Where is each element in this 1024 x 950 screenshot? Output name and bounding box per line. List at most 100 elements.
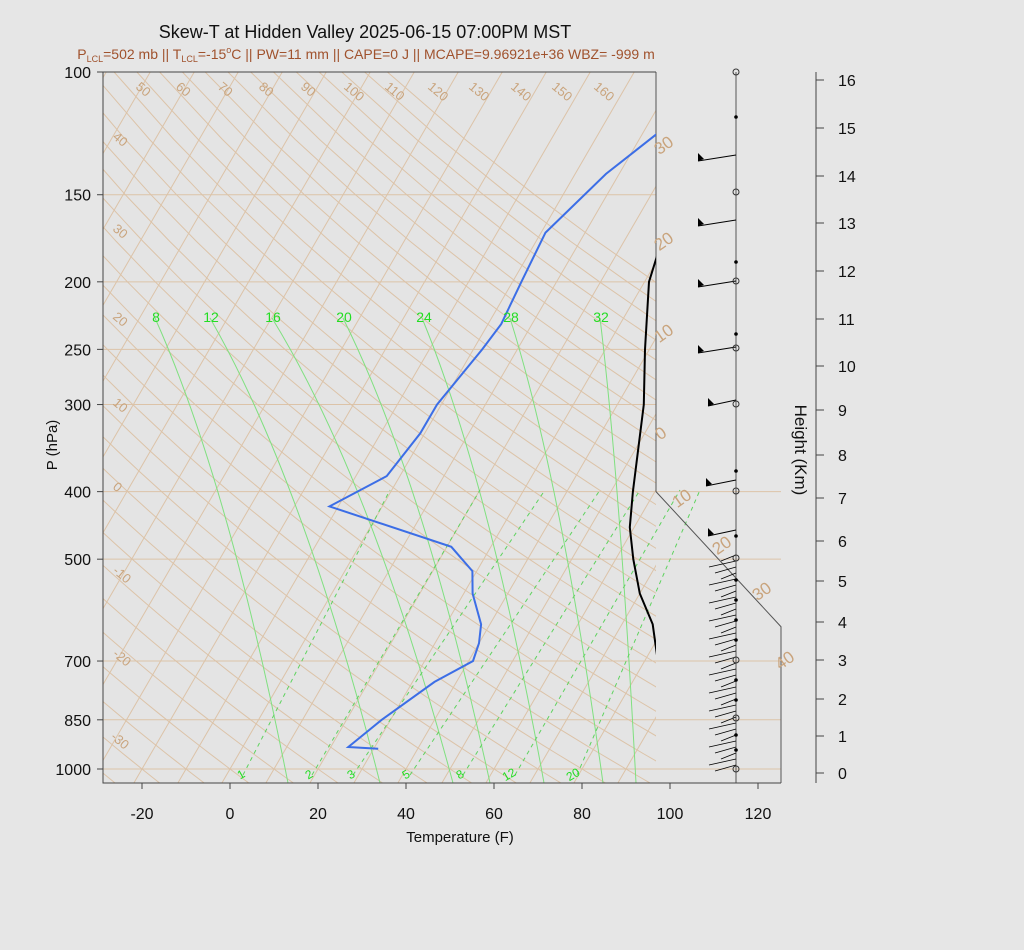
wind-panel-label: 10 bbox=[669, 485, 695, 511]
wind-barb bbox=[697, 219, 737, 227]
isotherm-line bbox=[969, 72, 1024, 784]
moist-adiabat-label: 20 bbox=[336, 309, 352, 325]
wind-barb bbox=[720, 662, 737, 670]
subtitle-lcl-p-label: P bbox=[77, 46, 86, 62]
y-tick-label: 400 bbox=[64, 485, 91, 502]
height-marker-circle bbox=[732, 487, 740, 495]
isotherm-line bbox=[441, 412, 656, 783]
isotherm-line bbox=[309, 185, 656, 783]
wind-barb bbox=[714, 710, 737, 718]
moist-adiabat-line bbox=[209, 317, 381, 783]
wind-barb bbox=[697, 154, 737, 162]
height-tick-label: 16 bbox=[838, 73, 856, 90]
wind-barb bbox=[720, 572, 737, 580]
dry-adiabat-line bbox=[103, 467, 518, 783]
y-axis-label: P (hPa) bbox=[44, 420, 61, 471]
wind-barb bbox=[720, 590, 737, 598]
wind-barb bbox=[708, 686, 737, 694]
dry-adiabat-line bbox=[103, 140, 656, 594]
moist-adiabat-label: 28 bbox=[503, 309, 519, 325]
dry-adiabat-line bbox=[103, 112, 656, 572]
wind-barb bbox=[720, 698, 737, 706]
y-tick-label: 300 bbox=[64, 398, 91, 415]
wind-barb bbox=[697, 280, 737, 288]
chart-title: Skew-T at Hidden Valley 2025-06-15 07:00… bbox=[159, 22, 572, 42]
isotherm-line bbox=[103, 72, 415, 610]
dry-adiabat-line bbox=[103, 631, 295, 783]
wind-barb-flag bbox=[708, 528, 714, 536]
wind-barb bbox=[708, 650, 737, 658]
wind-barb bbox=[708, 668, 737, 676]
wind-barb bbox=[707, 399, 737, 407]
height-marker-dot bbox=[734, 733, 738, 737]
subtitle-lcl-p-value: =502 mb || T bbox=[103, 46, 182, 62]
height-tick-label: 1 bbox=[838, 729, 847, 746]
mixing-ratio-line bbox=[352, 489, 546, 776]
wind-panel-border bbox=[655, 72, 782, 783]
temperature-profile-line bbox=[628, 255, 656, 656]
height-tick-label: 11 bbox=[838, 312, 855, 329]
y-tick-label: 500 bbox=[64, 552, 91, 569]
wind-barb bbox=[707, 529, 737, 537]
wind-panel-outline bbox=[655, 72, 782, 783]
dry-adiabat-line bbox=[103, 597, 339, 783]
x-tick-label: 120 bbox=[745, 806, 772, 823]
subtitle-lcl-p-sub: LCL bbox=[87, 54, 104, 64]
height-marker-dot bbox=[734, 534, 738, 538]
wind-barb-flag bbox=[698, 218, 704, 226]
moist-adiabat-label: 8 bbox=[152, 309, 160, 325]
height-marker-circle bbox=[732, 554, 740, 562]
height-tick-label: 9 bbox=[838, 403, 847, 420]
y-tick-label: 850 bbox=[64, 713, 91, 730]
isotherm-line bbox=[881, 72, 1024, 784]
dry-adiabat-line bbox=[250, 72, 656, 401]
moist-adiabat-line bbox=[154, 317, 289, 783]
height-marker-dot bbox=[734, 618, 738, 622]
background-layer bbox=[103, 72, 781, 783]
height-tick-label: 5 bbox=[838, 574, 847, 591]
isotherm-line bbox=[485, 488, 656, 783]
wind-barb bbox=[714, 602, 737, 610]
x-tick-label: 40 bbox=[397, 806, 415, 823]
mixing-ratio-label: 20 bbox=[564, 765, 583, 784]
wind-barb bbox=[720, 608, 737, 616]
y-tick-label: 150 bbox=[64, 188, 91, 205]
height-tick-label: 6 bbox=[838, 534, 847, 551]
isotherm-line bbox=[837, 72, 1024, 784]
dry-adiabat-line bbox=[103, 344, 656, 762]
wind-barb-flag bbox=[706, 478, 712, 486]
wind-barb bbox=[714, 692, 737, 700]
wind-barb-flag bbox=[698, 345, 704, 353]
height-marker-dot bbox=[734, 678, 738, 682]
dry-adiabat-line bbox=[113, 72, 656, 527]
moist-adiabat-line bbox=[271, 317, 454, 783]
dry-adiabat-line bbox=[204, 72, 656, 442]
height-marker-dot bbox=[734, 332, 738, 336]
isotherm-line bbox=[1013, 72, 1024, 784]
dry-adiabat-line bbox=[103, 225, 656, 664]
mixing-ratio-line bbox=[514, 489, 681, 776]
isotherm-line bbox=[103, 72, 195, 231]
isotherm-line bbox=[103, 72, 459, 686]
subtitle-rest: C || PW=11 mm || CAPE=0 J || MCAPE=9.969… bbox=[231, 46, 654, 62]
dry-adiabat-line bbox=[103, 84, 656, 549]
dry-adiabat-line bbox=[103, 314, 656, 737]
moist-adiabat-line bbox=[599, 317, 637, 783]
wind-barb bbox=[714, 728, 737, 736]
height-marker-dot bbox=[734, 115, 738, 119]
height-marker-dot bbox=[734, 638, 738, 642]
moist-adiabat-lines bbox=[154, 317, 637, 783]
wind-barb bbox=[708, 614, 737, 622]
wind-barb bbox=[708, 740, 737, 748]
wind-barb bbox=[705, 479, 737, 487]
wind-barb-flag bbox=[698, 279, 704, 287]
y-tick-label: 250 bbox=[64, 342, 91, 359]
wind-barb bbox=[708, 596, 737, 604]
isotherm-line bbox=[103, 72, 239, 307]
dry-adiabat-line bbox=[103, 436, 562, 783]
wind-barb bbox=[720, 734, 737, 742]
dry-adiabat-line bbox=[227, 72, 656, 421]
isotherm-line bbox=[103, 72, 371, 534]
subtitle-lcl-t-value: =-15 bbox=[198, 46, 227, 62]
